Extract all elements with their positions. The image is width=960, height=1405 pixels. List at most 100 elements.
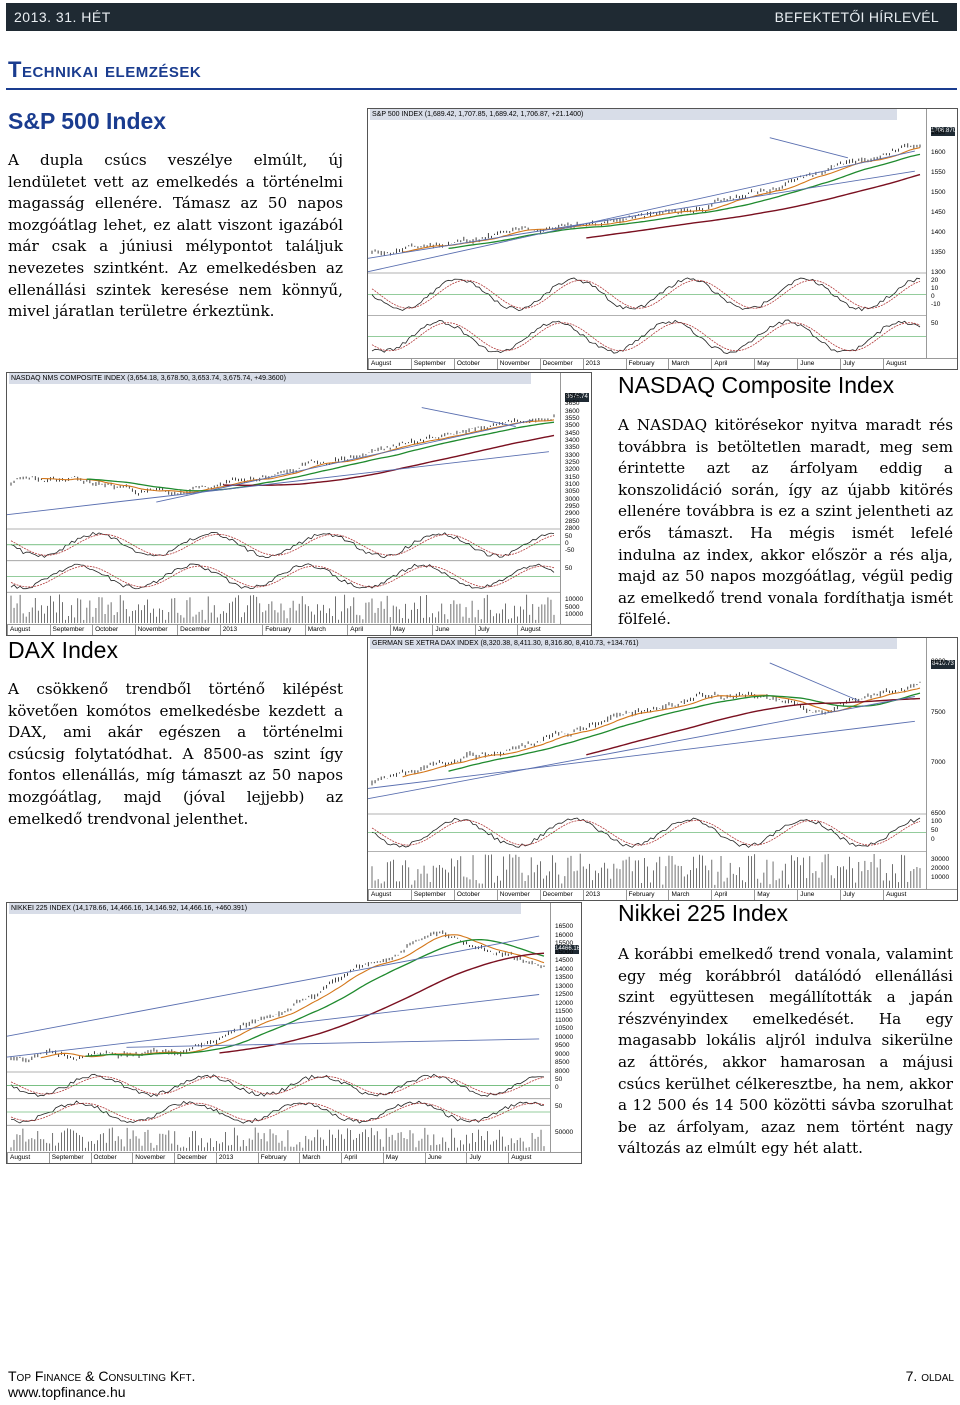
sp500-month-label: June bbox=[797, 359, 814, 369]
nikkei-last-value: 14466.16 bbox=[555, 945, 581, 954]
nikkei-text: A korábbi emelkedő trend vonala, valamin… bbox=[618, 945, 953, 1158]
nasdaq-moving-average bbox=[41, 419, 555, 493]
nasdaq-price-tick: 3350 bbox=[565, 444, 580, 452]
sp500-month-label: August bbox=[368, 359, 391, 369]
section-divider bbox=[6, 88, 957, 90]
nikkei-price-tick: 10500 bbox=[555, 1025, 574, 1033]
nikkei-trend-line bbox=[7, 935, 540, 1037]
dax-indicator-tick: 30000 bbox=[931, 855, 950, 863]
dax-month-label: May bbox=[754, 890, 770, 900]
nasdaq-month-label: July bbox=[474, 625, 489, 635]
nasdaq-month-label: September bbox=[49, 625, 84, 635]
sp500-price-tick: 1600 bbox=[931, 149, 946, 156]
dax-trend-line bbox=[769, 662, 860, 702]
sp500-price-tick: 1500 bbox=[931, 189, 946, 196]
nasdaq-indicator-tick: 10000 bbox=[565, 596, 584, 604]
nasdaq-trend-line bbox=[156, 419, 533, 503]
nasdaq-indicator-tick: -50 bbox=[565, 547, 575, 555]
dax-month-axis: August September October November December 20… bbox=[368, 889, 957, 900]
nikkei-chart-header: NIKKEI 225 INDEX (14,178.66, 14,466.16, … bbox=[9, 903, 521, 914]
sp500-chart-header: S&P 500 INDEX (1,689.42, 1,707.85, 1,689… bbox=[370, 109, 897, 120]
nasdaq-moving-average bbox=[223, 434, 555, 487]
nasdaq-month-label: August bbox=[517, 625, 541, 635]
nikkei-price-tick: 11000 bbox=[555, 1016, 573, 1024]
nikkei-indicator-tick: 0 bbox=[555, 1084, 559, 1092]
dax-month-label: February bbox=[625, 890, 655, 900]
nikkei-indicator-tick: 50 bbox=[555, 1076, 563, 1083]
nasdaq-last-value: 3675.74 bbox=[565, 393, 589, 402]
sp500-price-scale: 1650 1600 1550 1500 1450 1400 1350 1300 20 10 0 -10… bbox=[926, 109, 957, 359]
dax-month-label: April bbox=[711, 890, 727, 900]
nasdaq-price-tick: 3250 bbox=[565, 459, 580, 466]
nasdaq-month-axis: August September October November December 20… bbox=[7, 624, 591, 635]
dax-month-label: July bbox=[840, 890, 855, 900]
sp500-oscillator-line bbox=[371, 279, 921, 309]
dax-moving-average bbox=[448, 692, 921, 772]
dax-chart: GERMAN SE XETRA DAX INDEX (8,320.38, 8,4… bbox=[367, 637, 958, 901]
dax-title: DAX Index bbox=[8, 637, 118, 663]
nasdaq-oscillator-line bbox=[10, 563, 555, 590]
nikkei-month-label: February bbox=[257, 1153, 287, 1163]
nasdaq-month-label: May bbox=[389, 625, 405, 635]
nikkei-month-label: December bbox=[174, 1153, 207, 1163]
nikkei-price-tick: 15000 bbox=[555, 948, 574, 956]
sp500-month-label: November bbox=[496, 359, 530, 369]
nikkei-month-label: March bbox=[299, 1153, 320, 1163]
top-bar: 2013. 31. HÉT BEFEKTETŐI HÍRLEVÉL bbox=[6, 3, 957, 31]
nasdaq-month-label: March bbox=[304, 625, 326, 635]
nasdaq-price-tick: 2850 bbox=[565, 517, 580, 525]
sp500-price-tick: 1450 bbox=[931, 209, 946, 216]
sp500-month-label: 2013 bbox=[582, 359, 600, 369]
nasdaq-trend-line bbox=[421, 407, 516, 427]
nikkei-trend-line bbox=[7, 994, 540, 1058]
dax-moving-average bbox=[586, 697, 921, 756]
dax-month-label: October bbox=[453, 890, 480, 900]
nasdaq-price-tick: 2950 bbox=[565, 503, 580, 510]
sp500-month-label: April bbox=[711, 359, 727, 369]
footer-company: Top Finance & Consulting Kft. bbox=[8, 1368, 196, 1384]
dax-indicator-tick: 100 bbox=[931, 818, 942, 825]
sp500-text: A dupla csúcs veszélye elmúlt, új lendül… bbox=[8, 151, 343, 321]
nikkei-price-tick: 12500 bbox=[555, 991, 574, 999]
nasdaq-month-label: October bbox=[92, 625, 118, 635]
nikkei-moving-average bbox=[219, 952, 545, 1054]
dax-price-tick: 7500 bbox=[931, 708, 946, 716]
dax-oscillator-line bbox=[371, 819, 921, 846]
sp500-oscillator-line bbox=[371, 277, 921, 312]
nasdaq-plot bbox=[7, 407, 560, 623]
nikkei-price-tick: 14500 bbox=[555, 957, 574, 965]
sp500-month-label: August bbox=[883, 359, 906, 369]
dax-oscillator-line bbox=[371, 817, 921, 848]
dax-month-label: June bbox=[797, 890, 814, 900]
nasdaq-price-tick: 3750 bbox=[565, 393, 580, 400]
dax-trend-line bbox=[368, 720, 915, 789]
dax-plot bbox=[368, 662, 926, 888]
sp500-indicator-tick: -10 bbox=[931, 301, 941, 309]
nasdaq-price-scale: 3750 3650 3600 3550 3500 3450 3400 3350 3300 3250… bbox=[560, 373, 591, 625]
nikkei-price-tick: 13500 bbox=[555, 974, 574, 982]
nasdaq-price-tick: 3150 bbox=[565, 473, 580, 481]
nikkei-price-tick: 12000 bbox=[555, 999, 574, 1007]
nikkei-price-tick: 8500 bbox=[555, 1059, 570, 1067]
sp500-price-tick: 1550 bbox=[931, 169, 946, 176]
sp500-moving-average bbox=[402, 147, 921, 253]
nasdaq-chart: NASDAQ NMS COMPOSITE INDEX (3,654.18, 3,… bbox=[6, 372, 592, 636]
sp500-month-label: February bbox=[625, 359, 655, 369]
nasdaq-month-label: 2013 bbox=[219, 625, 237, 635]
nikkei-month-label: June bbox=[424, 1153, 442, 1163]
nasdaq-price-tick: 3100 bbox=[565, 481, 580, 488]
nikkei-oscillator-line bbox=[10, 1073, 545, 1098]
nikkei-month-label: September bbox=[48, 1153, 84, 1163]
page-number: 7. bbox=[905, 1368, 918, 1384]
sp500-title: S&P 500 Index bbox=[8, 108, 167, 134]
sp500-indicator-tick: 0 bbox=[931, 293, 935, 301]
nasdaq-price-tick: 2900 bbox=[565, 510, 580, 518]
footer-website[interactable]: www.topfinance.hu bbox=[8, 1384, 126, 1400]
dax-price-tick: 6500 bbox=[931, 810, 946, 817]
issue-date: 2013. 31. HÉT bbox=[14, 9, 111, 25]
nasdaq-month-label: April bbox=[347, 625, 363, 635]
nasdaq-price-tick: 3500 bbox=[565, 422, 580, 430]
nikkei-month-axis: August September October November December 20… bbox=[7, 1152, 581, 1163]
section-title: Technikai elemzések bbox=[8, 57, 202, 82]
nikkei-trend-line bbox=[126, 1038, 540, 1048]
